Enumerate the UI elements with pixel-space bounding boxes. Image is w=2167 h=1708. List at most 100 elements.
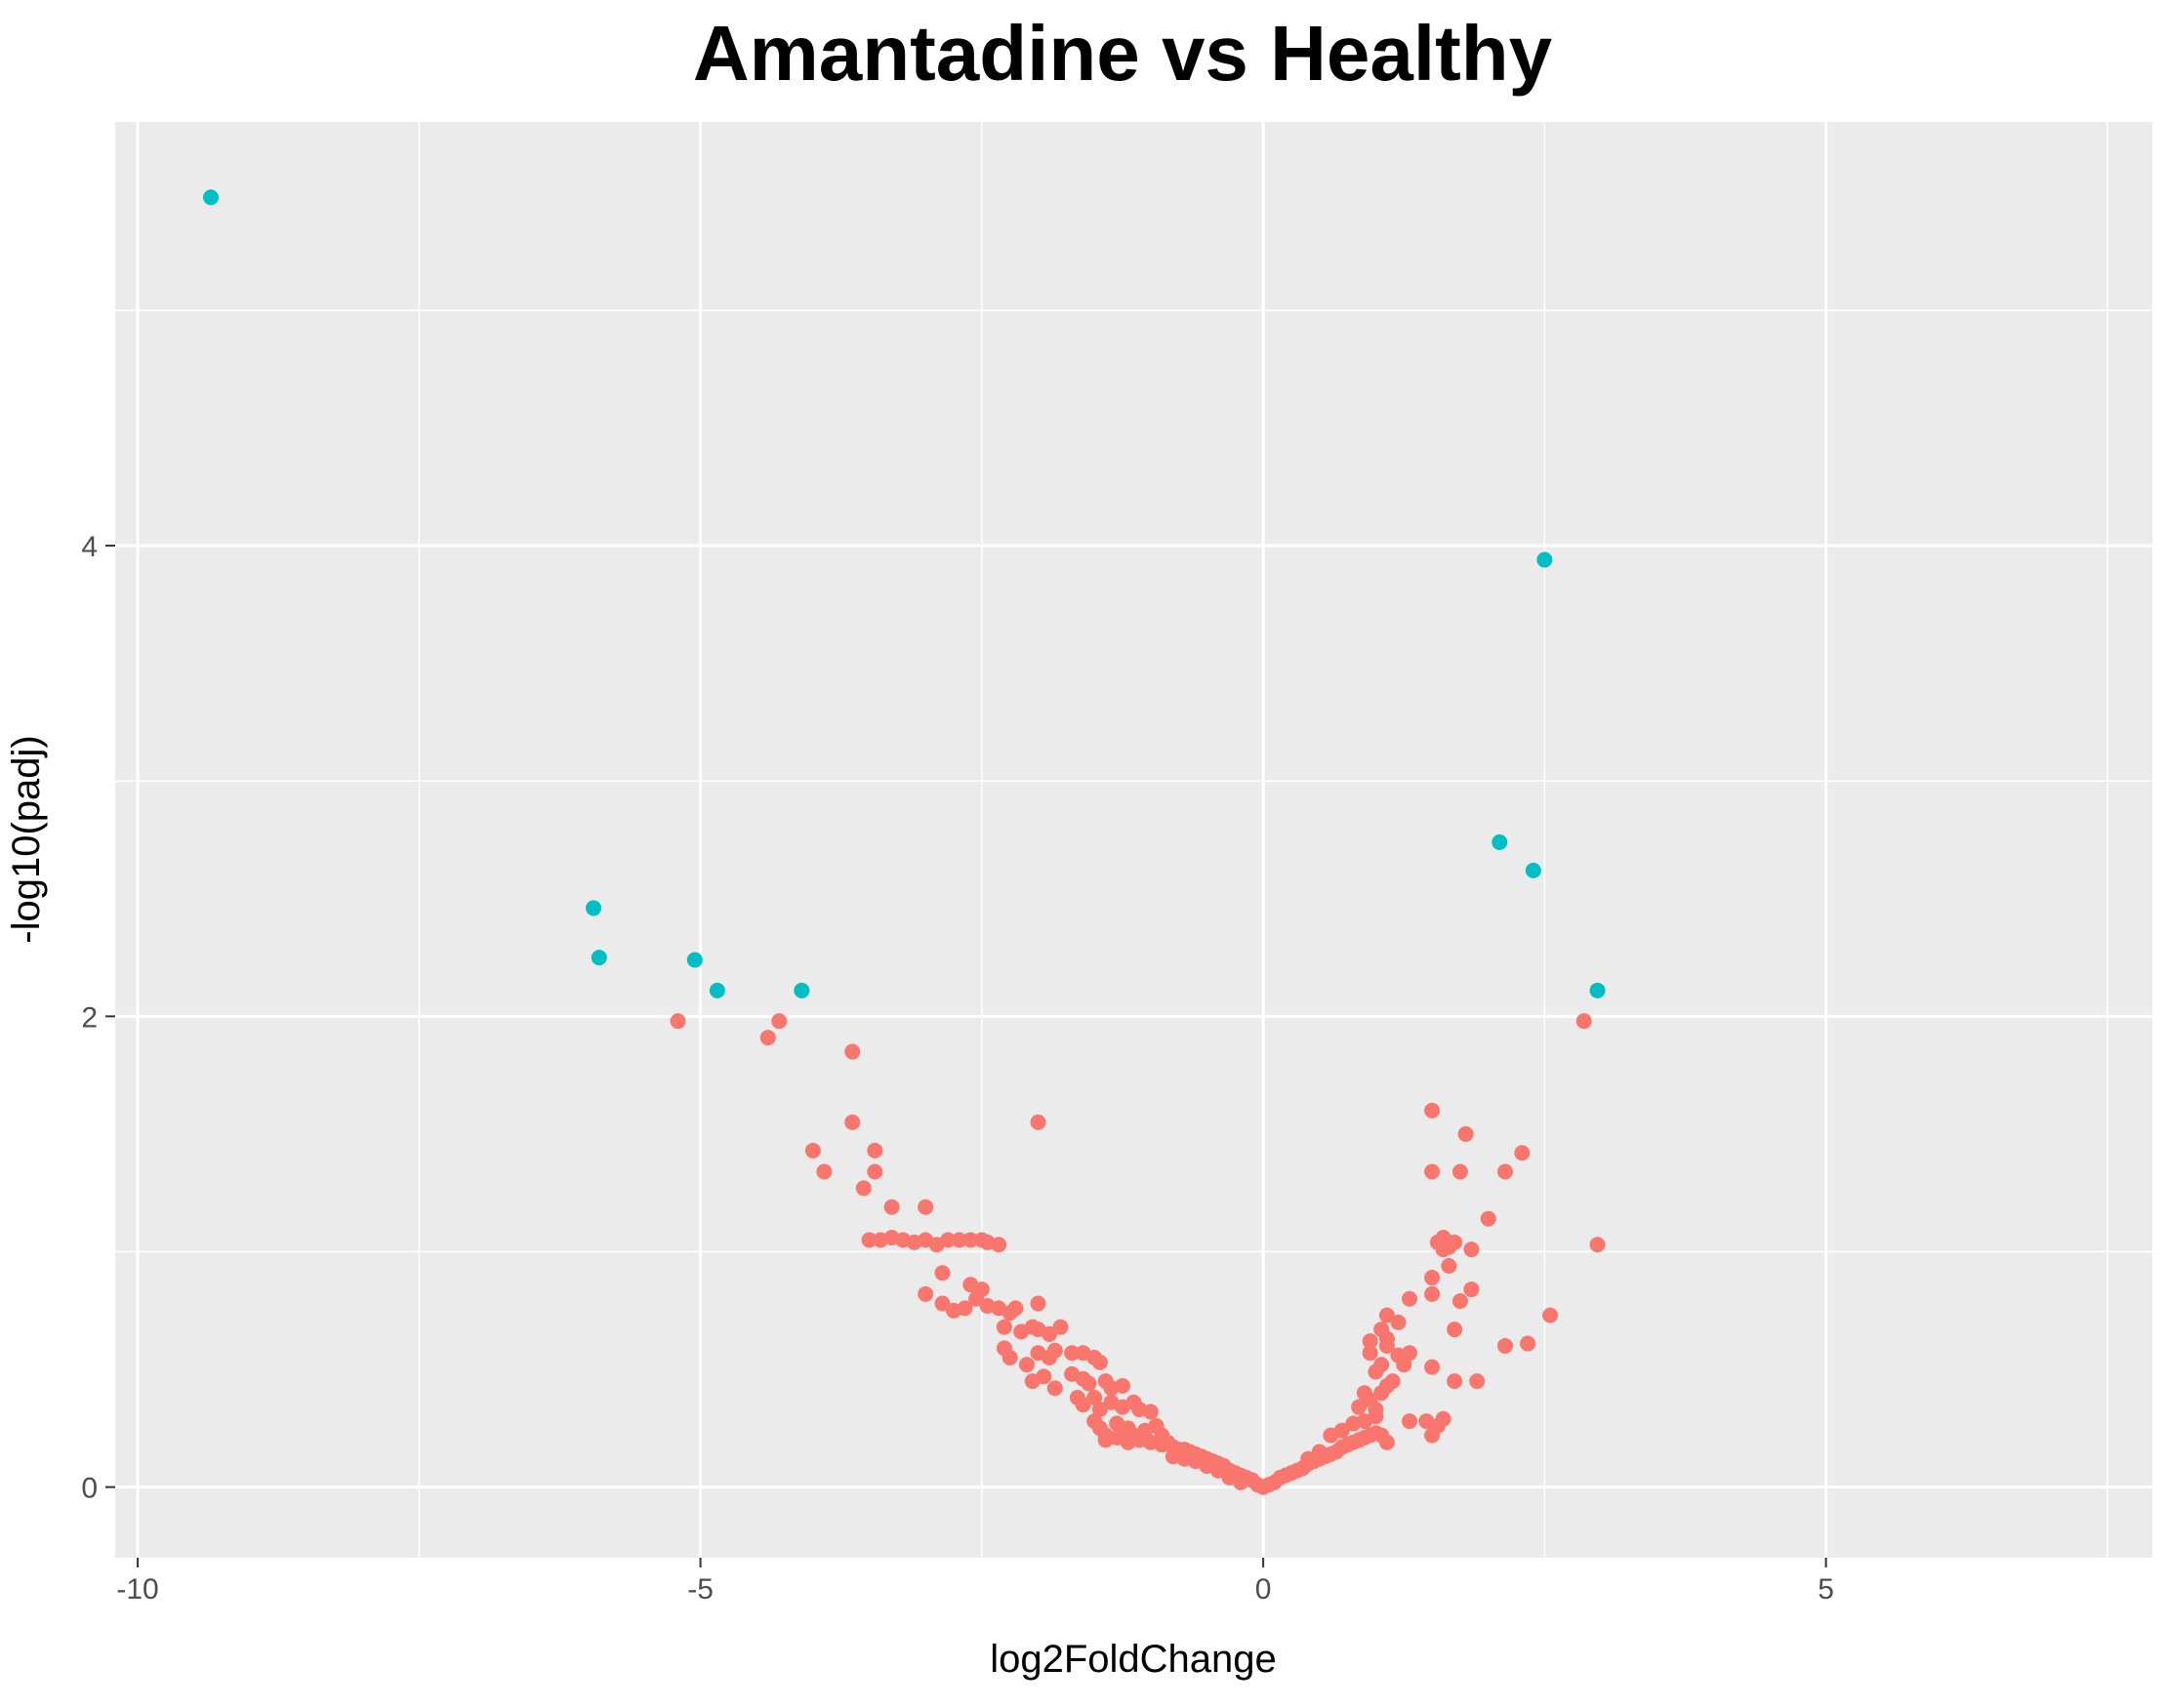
y-tick-label: 2	[81, 1001, 98, 1034]
plot-panel	[115, 122, 2152, 1558]
data-point	[1368, 1402, 1384, 1418]
data-point	[1424, 1285, 1441, 1302]
data-point	[968, 1290, 985, 1307]
data-point	[1441, 1257, 1457, 1274]
data-point	[1424, 1427, 1441, 1444]
x-tick-label: 5	[1818, 1573, 1834, 1606]
data-point	[918, 1285, 934, 1302]
data-point	[1447, 1373, 1463, 1390]
data-points	[203, 189, 1606, 1495]
data-point	[1091, 1402, 1108, 1418]
x-tick-label: -5	[687, 1573, 714, 1606]
data-point	[1589, 1237, 1606, 1253]
data-point	[1233, 1474, 1249, 1490]
data-point	[1007, 1300, 1024, 1317]
data-point	[1401, 1290, 1417, 1307]
data-point	[1046, 1380, 1063, 1397]
data-point	[855, 1180, 872, 1197]
data-point	[1424, 1270, 1441, 1286]
data-point	[1384, 1373, 1401, 1390]
data-point	[1086, 1390, 1103, 1406]
data-point	[1300, 1450, 1317, 1467]
x-tick-label: -10	[116, 1573, 158, 1606]
data-point	[996, 1319, 1012, 1335]
data-point	[1075, 1397, 1091, 1413]
data-point	[962, 1232, 979, 1248]
data-point	[586, 900, 602, 916]
data-point	[759, 1030, 776, 1046]
data-point	[1424, 1163, 1441, 1180]
data-point	[771, 1013, 788, 1030]
data-point	[1447, 1322, 1463, 1338]
data-point	[1378, 1307, 1395, 1323]
data-point	[1356, 1385, 1372, 1402]
y-axis-ticks: 0 2 4	[81, 531, 115, 1505]
data-point	[1373, 1357, 1390, 1373]
data-point	[918, 1199, 934, 1215]
data-point	[883, 1199, 900, 1215]
data-point	[1469, 1373, 1486, 1390]
data-point	[1209, 1462, 1226, 1479]
data-point	[1018, 1357, 1035, 1373]
data-point	[794, 982, 810, 998]
data-point	[709, 982, 725, 998]
data-point	[1002, 1350, 1018, 1366]
data-point	[1052, 1319, 1069, 1335]
data-point	[991, 1237, 1007, 1253]
y-tick-label: 0	[81, 1473, 98, 1505]
data-point	[934, 1265, 951, 1281]
data-point	[1042, 1325, 1058, 1342]
data-point	[1333, 1422, 1350, 1439]
grid-minor	[115, 122, 2152, 1558]
data-point	[1463, 1241, 1480, 1258]
data-point	[670, 1013, 686, 1030]
data-point	[1030, 1295, 1046, 1312]
data-point	[1401, 1345, 1417, 1362]
data-point	[1091, 1354, 1108, 1370]
data-point	[1081, 1375, 1097, 1392]
data-point	[816, 1163, 833, 1180]
data-point	[1396, 1357, 1412, 1373]
data-point	[1046, 1342, 1063, 1359]
x-axis-ticks: -10 -5 0 5	[116, 1558, 1834, 1606]
data-point	[1589, 982, 1606, 998]
data-point	[940, 1232, 957, 1248]
y-tick-label: 4	[81, 531, 98, 563]
data-point	[861, 1232, 878, 1248]
data-point	[867, 1142, 883, 1159]
data-point	[591, 950, 607, 966]
data-point	[1390, 1314, 1407, 1330]
data-point	[1378, 1434, 1395, 1450]
data-point	[1520, 1335, 1536, 1352]
data-point	[1525, 862, 1541, 878]
data-point	[1457, 1125, 1474, 1142]
data-point	[203, 189, 220, 206]
data-point	[1514, 1145, 1531, 1161]
data-point	[1497, 1163, 1514, 1180]
x-tick-label: 0	[1255, 1573, 1272, 1606]
data-point	[1536, 551, 1553, 568]
data-point	[934, 1295, 951, 1312]
data-point	[1424, 1102, 1441, 1118]
data-point	[844, 1114, 861, 1130]
data-point	[1373, 1322, 1390, 1338]
data-point	[1362, 1333, 1378, 1350]
x-axis-title: log2FoldChange	[990, 1638, 1277, 1681]
data-point	[804, 1142, 821, 1159]
y-axis-title: -log10(padj)	[5, 735, 48, 943]
data-point	[867, 1163, 883, 1180]
data-point	[1451, 1293, 1468, 1310]
data-point	[1142, 1403, 1159, 1420]
data-point	[1575, 1013, 1592, 1030]
data-point	[1064, 1345, 1081, 1362]
chart-title: Amantadine vs Healthy	[693, 10, 1553, 97]
data-point	[1311, 1444, 1328, 1460]
data-point	[1036, 1368, 1052, 1385]
data-point	[1451, 1163, 1468, 1180]
data-point	[1497, 1337, 1514, 1354]
data-point	[1480, 1210, 1496, 1227]
data-point	[957, 1300, 973, 1317]
data-point	[1435, 1410, 1451, 1427]
data-point	[1362, 1345, 1378, 1362]
